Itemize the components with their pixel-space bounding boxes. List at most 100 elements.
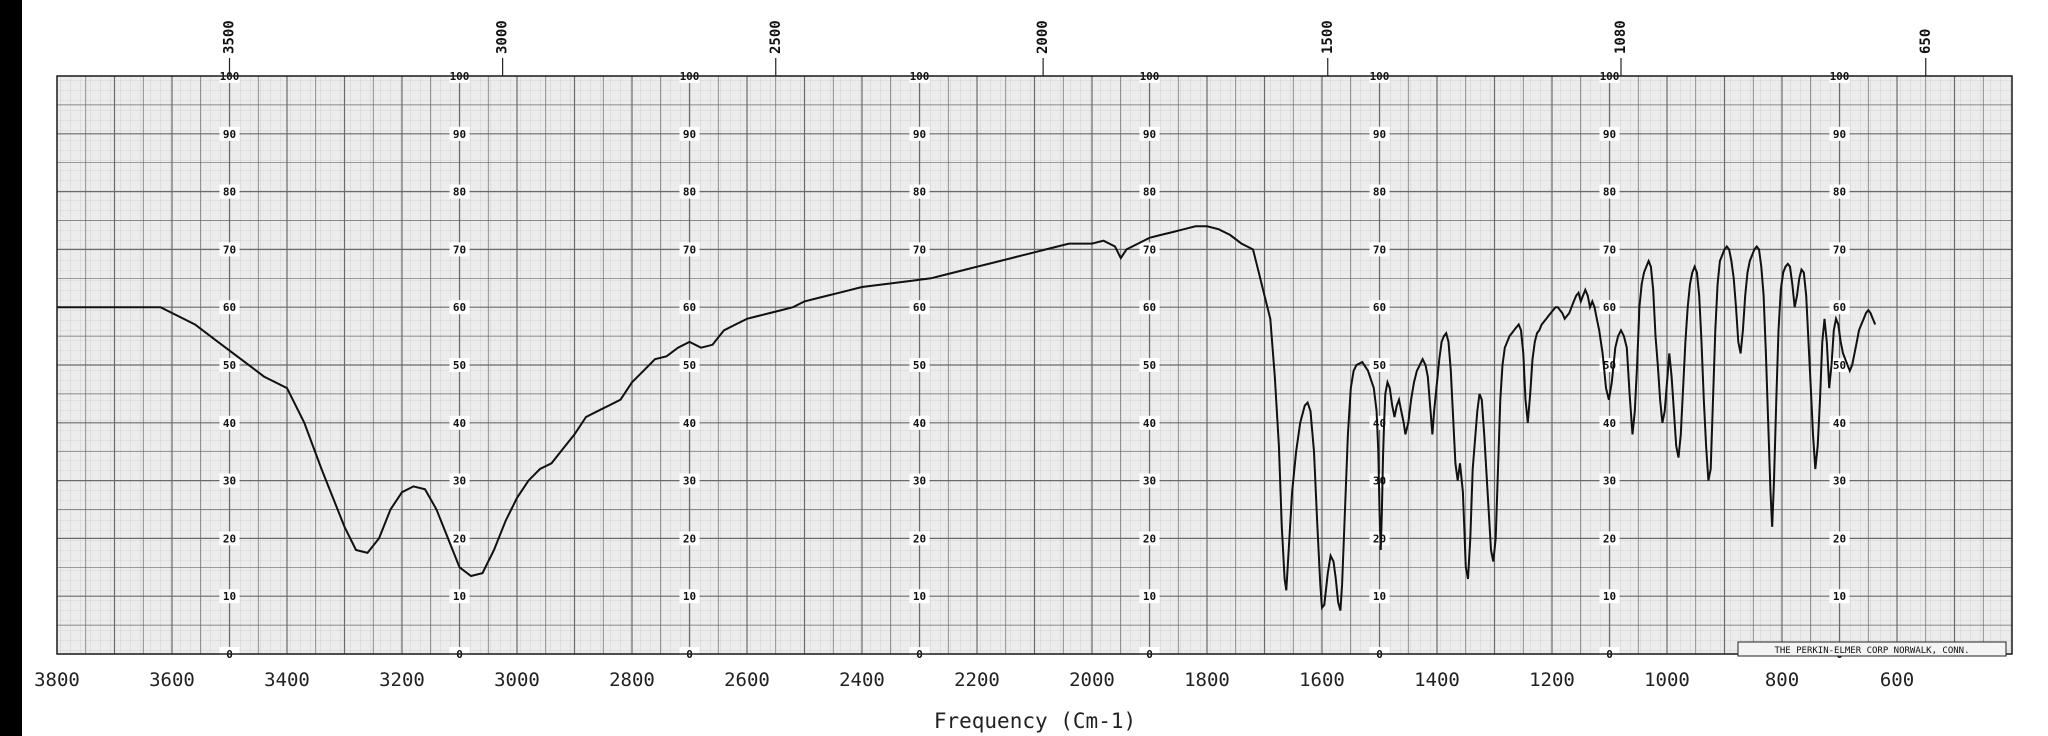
x-tick-label: 3200	[379, 669, 425, 691]
y-tick-label-bg	[909, 589, 930, 604]
y-tick-label: 80	[1833, 186, 1846, 199]
y-tick-label: 50	[223, 359, 236, 372]
x-tick-label: 3600	[149, 669, 195, 691]
y-tick-label-bg	[1829, 473, 1850, 488]
y-tick-label: 80	[223, 186, 236, 199]
y-tick-label-bg	[1139, 184, 1160, 199]
y-tick-label: 50	[913, 359, 926, 372]
y-tick-label-bg	[1599, 473, 1620, 488]
x-tick-label: 2000	[1069, 669, 1115, 691]
y-tick-label: 40	[913, 417, 926, 430]
x-tick-label: 1000	[1644, 669, 1690, 691]
y-tick-label-bg	[449, 126, 470, 141]
y-tick-label-bg	[1139, 473, 1160, 488]
x-tick-label: 2800	[609, 669, 655, 691]
y-tick-label: 70	[913, 243, 926, 256]
y-tick-label-bg	[1829, 242, 1850, 257]
y-tick-label-bg	[1369, 589, 1390, 604]
y-tick-label-bg	[449, 358, 470, 372]
y-tick-label: 10	[1143, 590, 1156, 603]
x-tick-label: 3800	[34, 669, 80, 691]
y-tick-label: 10	[913, 590, 926, 603]
y-tick-label: 50	[1833, 359, 1846, 372]
x-tick-label: 3400	[264, 669, 310, 691]
y-tick-label: 80	[1373, 186, 1386, 199]
y-tick-label-bg	[1369, 242, 1390, 257]
y-tick-label-bg	[1599, 589, 1620, 604]
y-tick-label-bg	[1369, 358, 1390, 372]
y-tick-label-bg	[1829, 358, 1850, 372]
y-tick-label-bg	[1369, 126, 1390, 141]
x-tick-label: 600	[1880, 669, 1914, 691]
y-tick-label-bg	[679, 415, 700, 430]
y-tick-label-bg	[449, 415, 470, 430]
x-tick-label: 800	[1765, 669, 1799, 691]
y-tick-label: 20	[683, 532, 696, 545]
y-tick-label-bg	[679, 358, 700, 372]
x-axis-label: Frequency (Cm-1)	[934, 709, 1136, 733]
y-tick-label-bg	[679, 300, 700, 315]
y-tick-label: 80	[453, 186, 466, 199]
y-tick-label: 10	[223, 590, 236, 603]
spectrum-line	[57, 225, 1877, 611]
x-tick-label: 3000	[494, 669, 540, 691]
y-tick-label: 40	[683, 417, 696, 430]
y-tick-label-bg	[449, 589, 470, 604]
y-tick-label-bg	[1369, 184, 1390, 199]
y-tick-label-bg	[449, 531, 470, 546]
y-tick-label: 20	[1603, 532, 1616, 545]
y-tick-label-bg	[1599, 126, 1620, 141]
y-tick-label-bg	[679, 184, 700, 199]
y-tick-label-bg	[1139, 415, 1160, 430]
x-tick-label: 2600	[724, 669, 770, 691]
y-tick-label-bg	[1139, 589, 1160, 604]
y-tick-label: 80	[683, 186, 696, 199]
y-tick-label-bg	[219, 184, 240, 199]
y-tick-label-bg	[219, 242, 240, 257]
y-tick-label: 60	[1833, 301, 1846, 314]
y-tick-label-bg	[909, 531, 930, 546]
x-tick-label: 1400	[1414, 669, 1460, 691]
y-tick-label: 30	[453, 475, 466, 488]
y-tick-label: 10	[1373, 590, 1386, 603]
y-tick-label: 70	[453, 243, 466, 256]
y-tick-label-bg	[1829, 589, 1850, 604]
y-tick-label: 70	[1373, 243, 1386, 256]
top-scale-label: 3500	[222, 20, 238, 54]
x-axis-ticks: 3800 3600 3400 3200 3000 2800 2600 2400 2200 2000…	[34, 669, 1914, 691]
y-tick-label: 90	[1603, 128, 1616, 141]
x-tick-label: 2400	[839, 669, 885, 691]
y-tick-label: 10	[1833, 590, 1846, 603]
y-tick-label: 70	[223, 243, 236, 256]
y-tick-label: 90	[913, 128, 926, 141]
major-grid	[56, 75, 2013, 655]
y-tick-label: 90	[453, 128, 466, 141]
y-tick-label: 30	[683, 475, 696, 488]
top-scale: 3500 3000 2500 2000 1500 1080 650	[222, 20, 1934, 76]
y-tick-label-bg	[909, 184, 930, 199]
y-tick-label: 30	[913, 475, 926, 488]
y-tick-label: 50	[453, 359, 466, 372]
top-scale-label: 3000	[495, 20, 511, 54]
y-tick-label: 60	[223, 301, 236, 314]
y-tick-label-bg	[1599, 242, 1620, 257]
maker-box-frame	[1737, 641, 2007, 657]
y-tick-label: 20	[453, 532, 466, 545]
y-tick-label-bg	[1599, 531, 1620, 546]
y-tick-label: 40	[453, 417, 466, 430]
top-scale-label: 1500	[1320, 20, 1336, 54]
y-tick-label: 70	[1143, 243, 1156, 256]
y-tick-label: 60	[913, 301, 926, 314]
y-tick-label-bg	[679, 242, 700, 257]
y-tick-label-bg	[449, 473, 470, 488]
maker-box: THE PERKIN-ELMER CORP NORWALK, CONN.	[1737, 641, 2007, 657]
y-tick-label: 80	[1143, 186, 1156, 199]
y-tick-label-bg	[909, 358, 930, 372]
y-tick-label: 70	[1603, 243, 1616, 256]
y-tick-label-bg	[1139, 126, 1160, 141]
y-tick-label-bg	[1599, 415, 1620, 430]
y-tick-label: 70	[683, 243, 696, 256]
y-tick-label: 40	[1833, 417, 1846, 430]
y-tick-label-bg	[1829, 126, 1850, 141]
